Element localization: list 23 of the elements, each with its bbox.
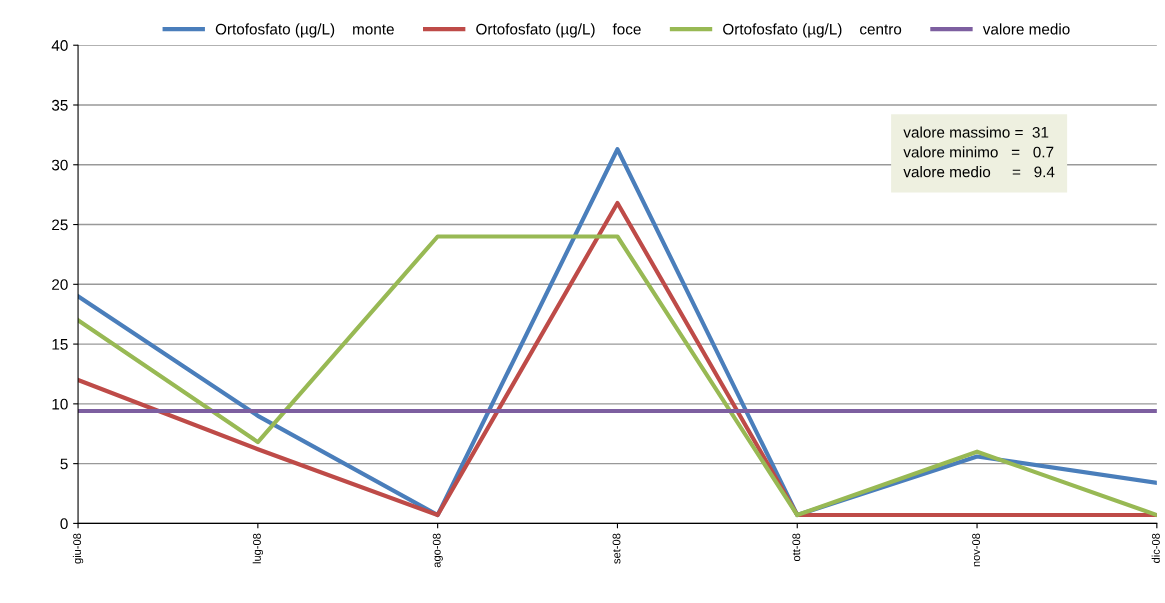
annotation: valore minimo = 0.7	[903, 146, 1054, 158]
y-tick-label: 30	[51, 159, 68, 171]
legend-label: valore medio	[982, 23, 1070, 35]
y-tick-label: 25	[52, 219, 68, 231]
legend-label: Ortofosfato (µg/L) centro	[723, 23, 902, 38]
x-tick-label: giu-08	[72, 533, 84, 564]
x-tick-label: ott-08	[792, 533, 801, 562]
annotation: valore medio = 9.4	[903, 166, 1055, 178]
x-tick-label: nov-08	[972, 533, 981, 567]
legend-label: Ortofosfato (µg/L) monte	[215, 23, 394, 38]
y-tick-label: 40	[51, 40, 68, 51]
y-tick-label: 5	[60, 458, 68, 470]
x-tick-label: ago-08	[432, 533, 443, 568]
annotation: valore massimo = 31	[903, 126, 1049, 138]
x-tick-label: lug-08	[252, 533, 264, 564]
y-tick-label: 0	[60, 518, 68, 530]
y-tick-label: 10	[52, 398, 68, 410]
x-tick-label: dic-08	[1151, 533, 1160, 563]
legend-label: Ortofosfato (µg/L) foce	[476, 23, 641, 38]
y-tick-label: 15	[52, 339, 68, 350]
x-tick-label: set-08	[612, 533, 621, 564]
y-tick-label: 35	[51, 99, 68, 111]
y-tick-label: 20	[52, 279, 68, 290]
